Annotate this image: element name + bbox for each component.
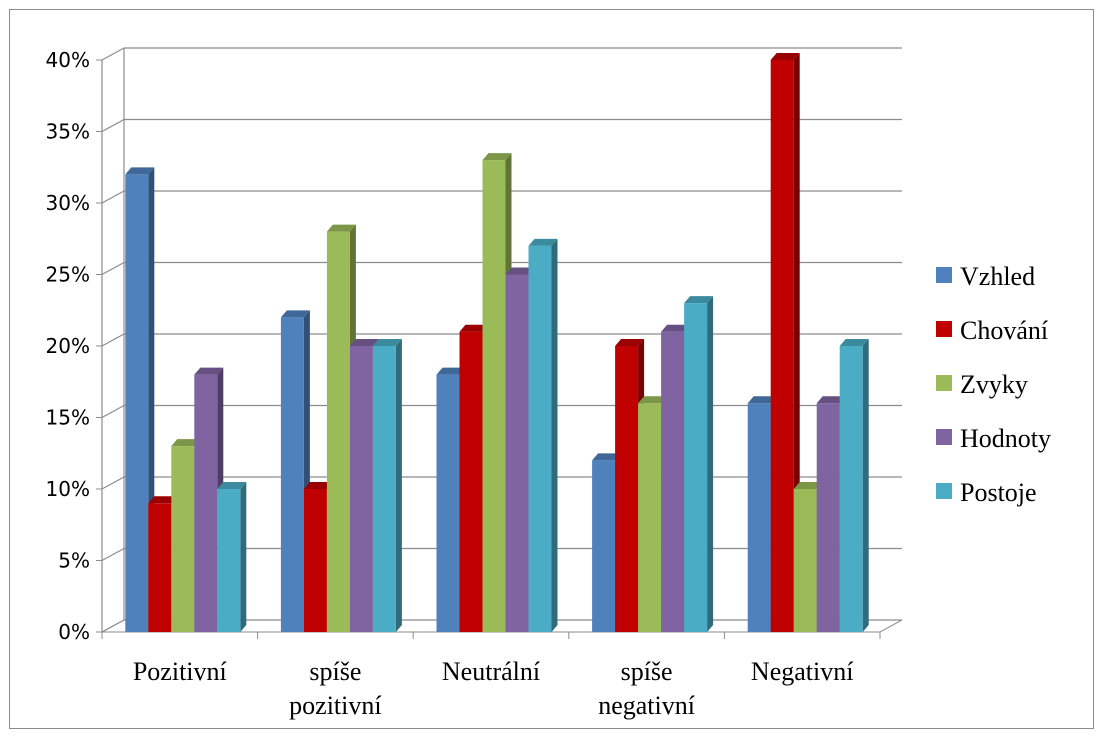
y-tick-label: 40%	[46, 48, 90, 72]
y-tick-label: 5%	[58, 549, 90, 573]
legend-item-chovani: Chování	[936, 316, 1048, 345]
legend-item-zvyky: Zvyky	[936, 370, 1028, 399]
bar-postoje-negativni	[839, 339, 869, 632]
bar-postoje-spise-negativni	[684, 296, 714, 632]
legend-item-hodnoty: Hodnoty	[936, 424, 1051, 453]
x-tick-label: spíše negativní	[598, 657, 695, 720]
x-tick-label: Neutrální	[442, 657, 540, 686]
legend-swatch	[936, 267, 952, 283]
legend-label: Zvyky	[960, 370, 1028, 399]
bar-postoje-pozitivni	[217, 482, 247, 632]
x-tick-label: spíše pozitivní	[289, 657, 381, 720]
legend-item-vzhled: Vzhled	[936, 262, 1035, 291]
y-tick-label: 25%	[46, 263, 90, 287]
legend-label: Postoje	[960, 478, 1037, 507]
legend-swatch	[936, 321, 952, 337]
gridline	[101, 47, 902, 61]
bar-postoje-spise-pozitivni	[372, 339, 402, 632]
y-tick-label: 30%	[46, 191, 90, 215]
legend-swatch	[936, 483, 952, 499]
legend-label: Hodnoty	[960, 424, 1051, 453]
y-tick-label: 15%	[46, 406, 90, 430]
legend-item-postoje: Postoje	[936, 478, 1037, 507]
y-tick-label: 35%	[46, 120, 90, 144]
axis-labels: 0% 5% 10% 15% 20% 25% 30% 35% 40% Pozitivní spíše p…	[46, 48, 854, 720]
x-tick-label: Pozitivní	[133, 657, 227, 686]
legend: Vzhled Chování Zvyky Hodnoty Postoje	[936, 262, 1051, 507]
legend-swatch	[936, 375, 952, 391]
y-tick-label: 0%	[58, 620, 90, 644]
bars	[125, 53, 869, 632]
x-tick-label: Negativní	[751, 657, 854, 686]
bar-postoje-neutralni	[528, 238, 558, 632]
axes	[96, 48, 881, 639]
y-tick-label: 10%	[46, 477, 90, 501]
legend-label: Chování	[960, 316, 1048, 345]
y-tick-label: 20%	[46, 334, 90, 358]
legend-swatch	[936, 429, 952, 445]
legend-label: Vzhled	[960, 262, 1035, 291]
